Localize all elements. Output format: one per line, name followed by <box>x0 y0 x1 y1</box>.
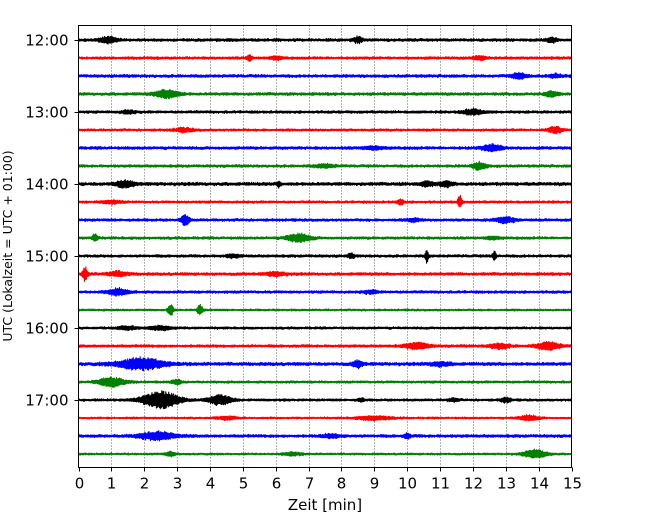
seismic-trace <box>77 250 573 264</box>
x-tick-label: 10 <box>398 475 417 493</box>
y-tick-label: 14:00 <box>25 176 68 194</box>
seismic-trace <box>77 448 572 459</box>
seismic-trace <box>77 54 573 63</box>
x-tick-label: 7 <box>305 475 315 493</box>
seismic-trace <box>77 179 573 189</box>
x-tick-label: 13 <box>497 475 516 493</box>
x-tick-label: 0 <box>75 475 85 493</box>
seismic-trace <box>77 125 572 135</box>
seismic-trace <box>77 232 573 244</box>
seismic-trace <box>77 143 573 153</box>
seismic-trace <box>77 266 573 282</box>
x-tick-label: 14 <box>530 475 549 493</box>
x-tick-label: 8 <box>337 475 347 493</box>
x-tick-label: 5 <box>239 475 249 493</box>
x-tick-label: 15 <box>563 475 582 493</box>
x-tick-label: 2 <box>140 475 150 493</box>
seismic-trace <box>77 430 573 442</box>
y-tick-label: 13:00 <box>25 104 68 122</box>
seismic-trace <box>77 286 573 297</box>
y-tick-label: 16:00 <box>25 320 68 338</box>
x-tick-label: 6 <box>272 475 282 493</box>
seismic-trace <box>77 376 573 388</box>
traces <box>77 35 573 459</box>
seismic-trace <box>77 71 573 81</box>
seismic-trace <box>77 107 573 117</box>
y-tick-label: 12:00 <box>25 32 68 50</box>
seismic-trace <box>77 324 573 332</box>
x-axis-title: Zeit [min] <box>288 496 362 514</box>
x-tick-label: 9 <box>370 475 380 493</box>
y-axis: 12:00 13:00 14:00 15:00 16:00 17:00 <box>25 32 79 410</box>
x-tick-label: 12 <box>464 475 483 493</box>
y-tick-label: 15:00 <box>25 248 68 266</box>
seismic-trace <box>77 341 573 351</box>
x-axis: 0 1 2 3 4 5 6 7 8 9 10 11 12 13 14 15 <box>75 467 582 493</box>
y-tick-label: 17:00 <box>25 392 68 410</box>
seismic-trace <box>77 88 573 100</box>
seismic-trace <box>77 194 573 208</box>
seismic-trace <box>77 390 573 410</box>
x-tick-label: 4 <box>206 475 216 493</box>
y-axis-title: UTC (Lokalzeit = UTC + 01:00) <box>0 150 15 341</box>
seismic-trace <box>77 160 573 171</box>
seismic-trace <box>77 356 573 372</box>
x-tick-label: 1 <box>107 475 117 493</box>
seismic-trace <box>77 414 573 422</box>
x-tick-label: 3 <box>173 475 183 493</box>
plot-frame <box>78 25 572 468</box>
seismic-trace <box>77 303 573 316</box>
seismic-trace <box>77 35 573 45</box>
x-tick-label: 11 <box>431 475 450 493</box>
seismic-trace <box>77 214 573 227</box>
